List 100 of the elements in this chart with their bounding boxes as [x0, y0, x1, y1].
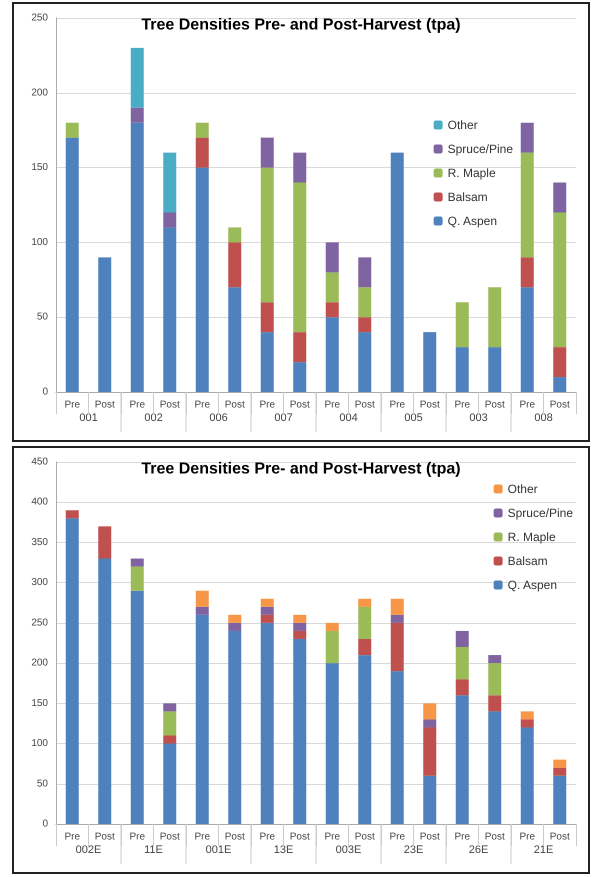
bar: [293, 332, 306, 362]
x-tick-label: Pre: [259, 400, 276, 410]
bar: [520, 287, 534, 392]
bar: [423, 727, 436, 776]
bar: [456, 302, 469, 348]
text: 003E: [336, 844, 362, 856]
bar: [358, 257, 372, 288]
text: 004: [339, 412, 358, 424]
text: 11E: [144, 844, 163, 856]
bar: [488, 287, 502, 348]
y-tick-label: 100: [31, 738, 48, 750]
bar: [196, 168, 209, 392]
text: 23E: [404, 844, 424, 856]
bar: [260, 302, 274, 332]
bar: [358, 598, 372, 607]
bar: [553, 347, 566, 378]
y-tick-label: 50: [36, 778, 48, 790]
bar: [260, 598, 274, 607]
bar: [196, 590, 209, 607]
bar: [130, 566, 144, 591]
bar: [228, 622, 242, 631]
y-tick-label: 0: [42, 386, 48, 398]
bar: [488, 655, 502, 664]
x-tick-label: Post: [160, 832, 180, 842]
bar: [163, 711, 176, 736]
bar: [553, 182, 566, 212]
x-tick-label: Post: [224, 400, 245, 410]
bar: [260, 622, 274, 824]
bar: [260, 168, 274, 302]
x-tick-label: Post: [484, 832, 505, 842]
bar: [163, 736, 176, 744]
text: 13E: [274, 844, 294, 856]
x-tick-label: Post: [484, 400, 505, 410]
x-tick-label: Post: [94, 400, 115, 410]
legend-label: Q. Aspen: [508, 578, 557, 592]
bar: [488, 711, 502, 824]
bar: [98, 257, 112, 392]
bar: [488, 663, 502, 696]
x-tick-label: Pre: [194, 832, 210, 842]
x-tick-label: Pre: [454, 400, 470, 410]
bar: [358, 606, 372, 639]
text: 008: [534, 412, 553, 424]
bar: [520, 727, 534, 824]
bar: [326, 630, 339, 664]
bar: [456, 347, 469, 392]
bar: [456, 679, 469, 696]
bar: [228, 614, 242, 623]
y-tick-label: 150: [31, 698, 48, 709]
legend-label: Spruce/Pine: [448, 142, 514, 156]
bar: [390, 671, 404, 824]
bar: [130, 558, 144, 567]
y-tick-label: 350: [31, 536, 48, 548]
legend-label: Balsam: [508, 554, 548, 568]
bar: [293, 614, 306, 623]
bar: [553, 760, 566, 768]
bar: [260, 606, 274, 615]
bar: [260, 332, 274, 392]
bar: [553, 212, 566, 348]
legend-label: R. Maple: [448, 166, 496, 180]
legend-label: Other: [508, 482, 538, 496]
text: 005: [404, 412, 423, 424]
x-tick-label: Pre: [389, 832, 406, 842]
legend-label: Balsam: [448, 190, 488, 204]
bar: [423, 703, 436, 720]
bar: [163, 152, 176, 212]
bar: [520, 719, 534, 728]
text: 001E: [206, 844, 232, 856]
x-tick-label: Pre: [324, 400, 340, 410]
bar: [390, 622, 404, 672]
bar: [326, 663, 339, 824]
bar: [66, 122, 79, 138]
bar: [66, 138, 79, 392]
bar: [228, 242, 242, 288]
legend-label: Q. Aspen: [448, 214, 497, 228]
y-tick-label: 250: [31, 617, 48, 628]
bar: [293, 182, 306, 332]
bar: [456, 630, 469, 648]
bar: [326, 622, 339, 631]
bar: [358, 317, 372, 332]
x-tick-label: Pre: [389, 400, 406, 410]
bar: [358, 655, 372, 824]
x-tick-label: Pre: [324, 832, 340, 842]
bar: [456, 647, 469, 680]
bar: [553, 377, 566, 392]
bar: [260, 138, 274, 168]
bar: [326, 317, 339, 392]
bar: [293, 638, 306, 824]
bar: [358, 287, 372, 318]
text: 002E: [76, 844, 102, 856]
bar: [293, 362, 306, 392]
bar: [326, 302, 339, 318]
bar: [293, 622, 306, 631]
bar: [98, 526, 112, 559]
legend-label: R. Maple: [508, 530, 556, 544]
bar: [228, 227, 242, 242]
y-tick-label: 100: [31, 236, 48, 248]
y-tick-label: 200: [31, 658, 48, 669]
x-tick-label: Pre: [519, 832, 536, 842]
y-tick-label: 400: [31, 496, 48, 508]
x-tick-label: Post: [94, 832, 115, 842]
